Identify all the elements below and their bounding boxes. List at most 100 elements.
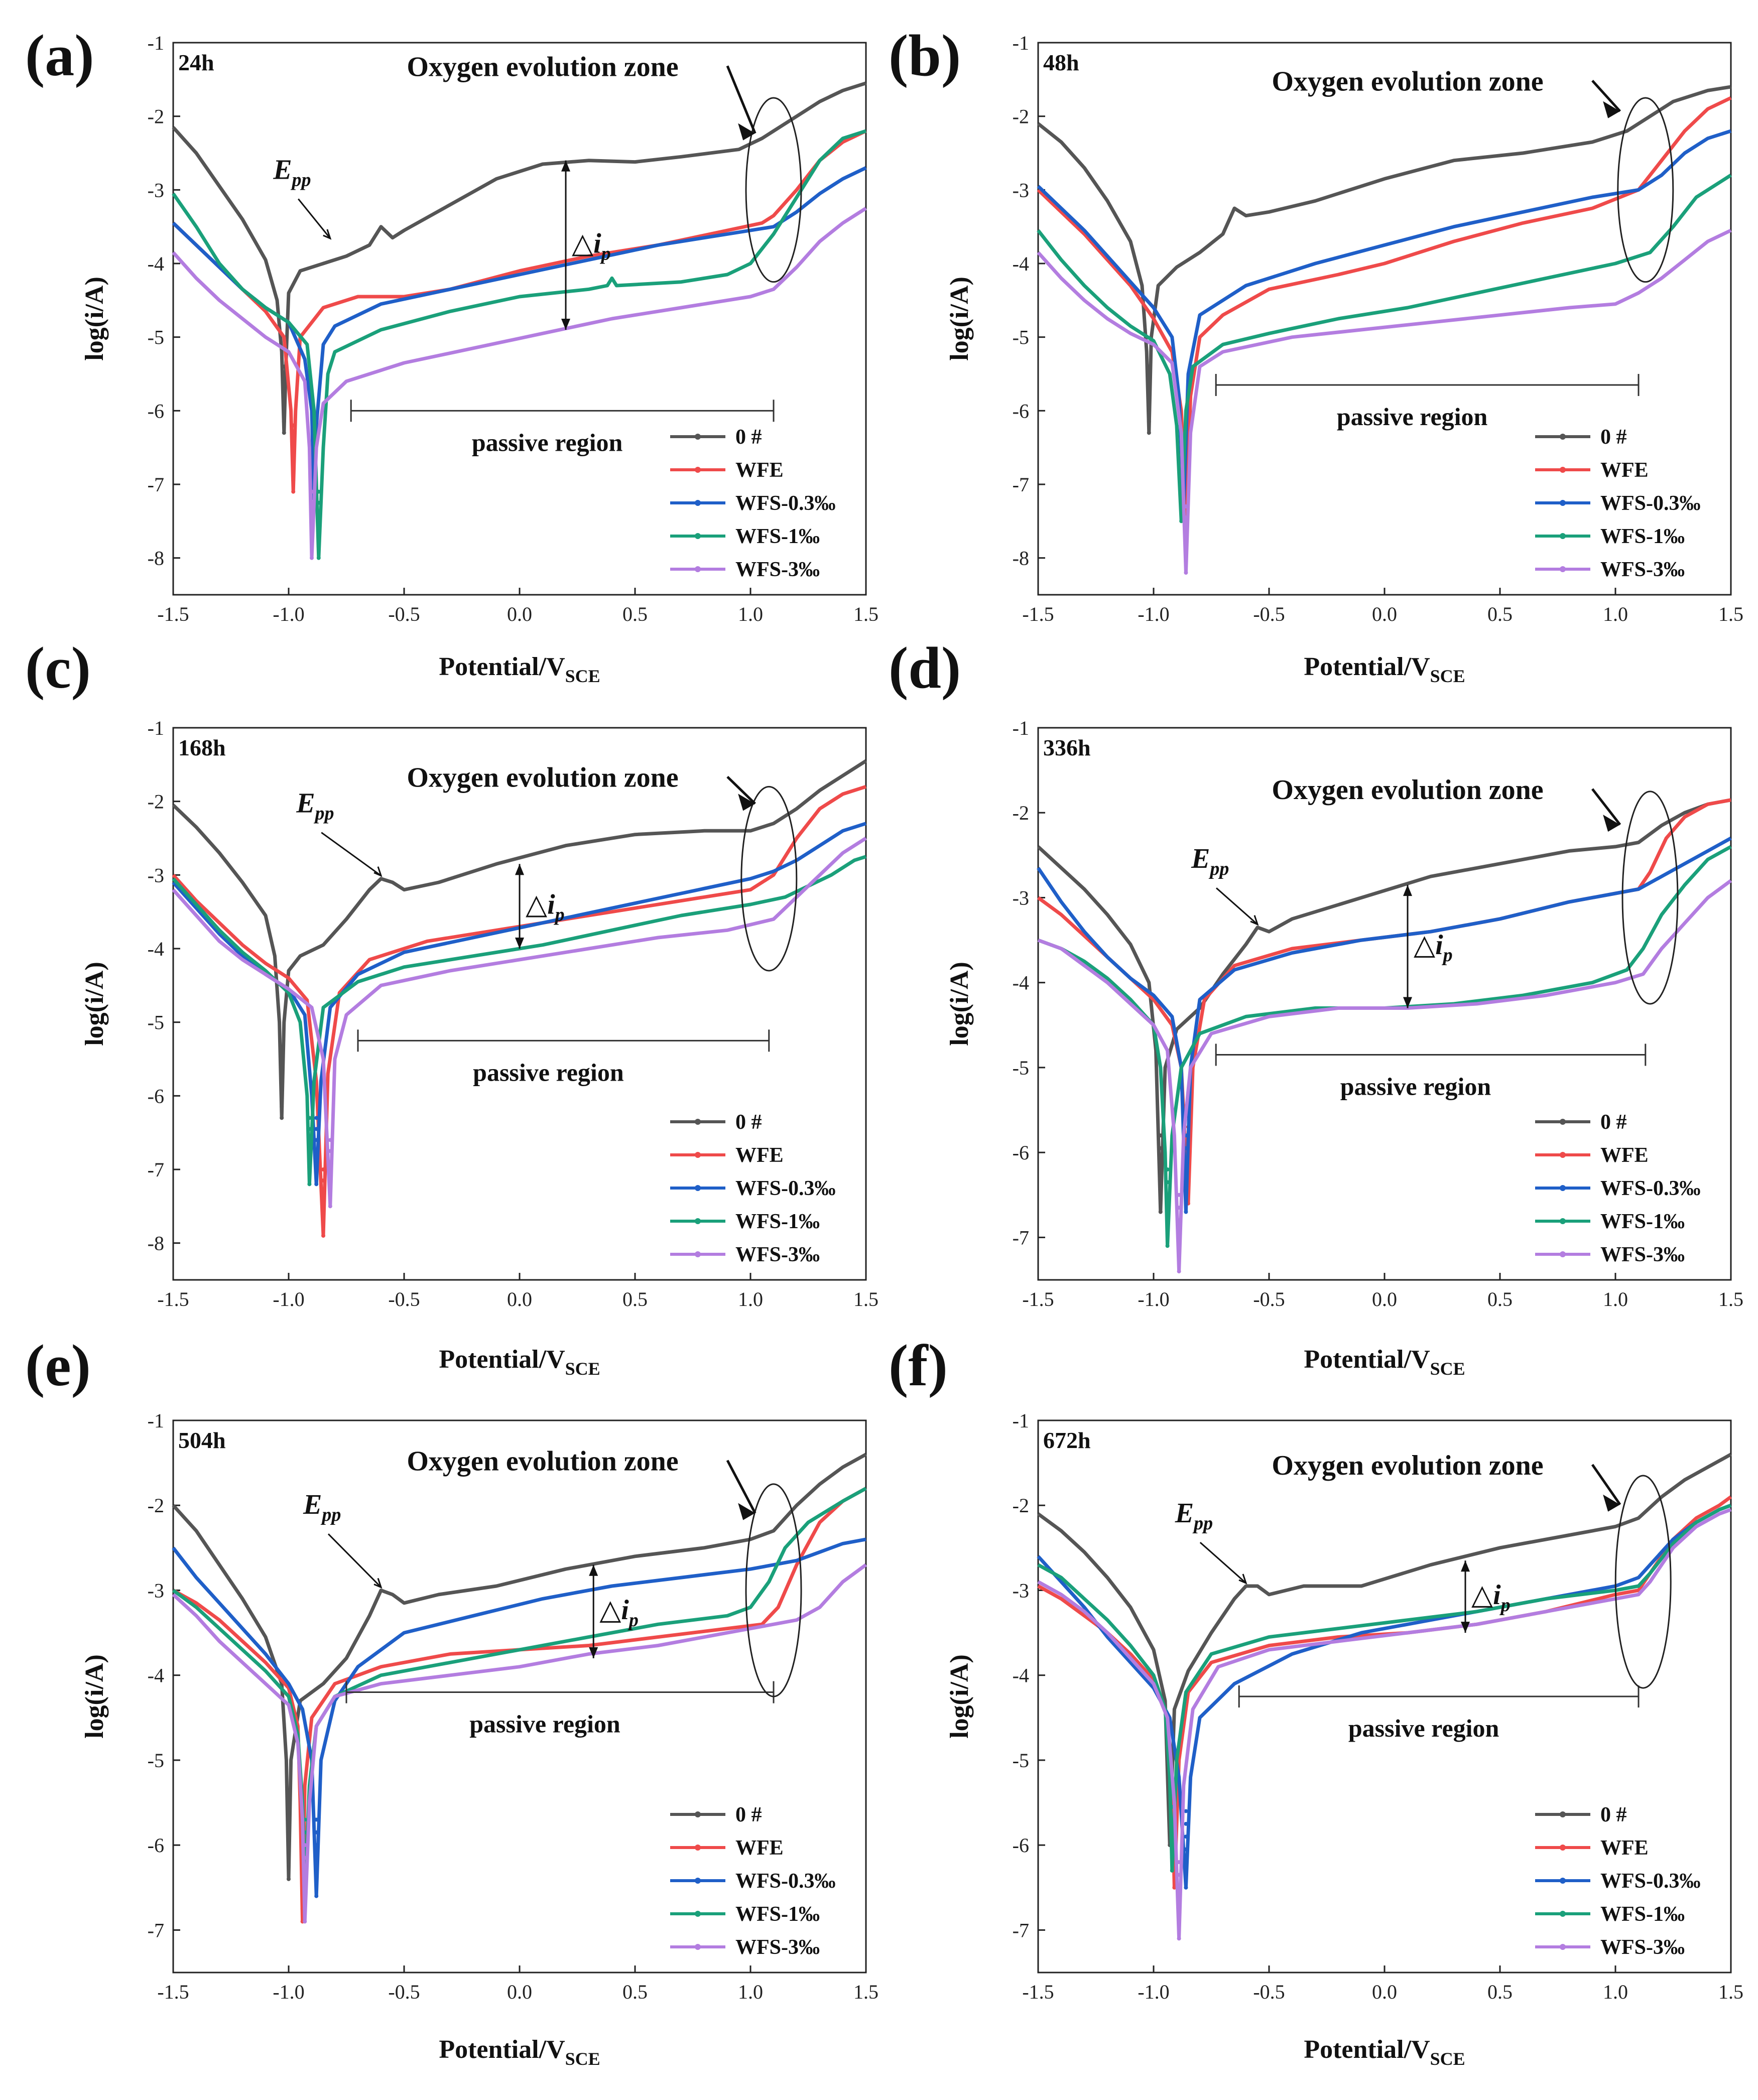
series-marker: [314, 1881, 319, 1886]
x-tick-label: 1.5: [1718, 1981, 1743, 2003]
x-tick-label: 1.0: [738, 603, 763, 625]
y-tick-label: -2: [148, 1494, 164, 1517]
series-marker: [316, 534, 321, 538]
y-tick-label: -8: [1013, 547, 1029, 570]
series-marker: [328, 1171, 332, 1175]
legend-swatch-marker: [695, 1911, 701, 1917]
series-line-WFS0.3: [1037, 129, 1732, 508]
series-marker: [321, 1178, 325, 1183]
legend-swatch-marker: [1560, 1944, 1566, 1950]
panel-c: (c) -1.5 -1.0 -0.5 0.0 0.5 1.0 1.5 -1 -2 -3 -4 -5 -6 -…: [25, 635, 878, 1379]
epp-annotation: Epp: [1191, 843, 1259, 926]
series-marker: [314, 1171, 319, 1175]
x-tick-label: 0.0: [507, 1981, 532, 2003]
time-label: 336h: [1043, 735, 1091, 760]
series-marker: [1184, 560, 1188, 564]
series-marker: [310, 556, 314, 560]
epp-annotation: Epp: [303, 1489, 383, 1589]
y-tick-label: -1: [1013, 1409, 1029, 1432]
series-line-WFE: [1037, 798, 1731, 1206]
legend-label: WFS-3‰: [1600, 558, 1685, 581]
x-tick-label: 0.5: [1487, 1981, 1513, 2003]
y-tick-label: -6: [1013, 400, 1029, 422]
passive-region-annotation: passive region: [357, 1029, 770, 1086]
series-marker: [1184, 1171, 1188, 1176]
x-tick-label: -1.5: [1022, 1288, 1054, 1310]
y-tick-label: -4: [148, 938, 164, 960]
series-marker: [1158, 1171, 1163, 1176]
legend-swatch-marker: [695, 1152, 701, 1158]
x-tick-label: 0.0: [507, 1288, 532, 1310]
y-tick-label: -7: [1013, 1919, 1029, 1941]
oxygen-evolution-annotation: Oxygen evolution zone: [407, 51, 802, 283]
series-marker: [303, 1907, 307, 1911]
series-line-0: [172, 1453, 867, 1881]
y-tick-label: -8: [148, 1232, 164, 1255]
legend-swatch-marker: [695, 1944, 701, 1950]
x-tick-label: 1.5: [853, 1981, 878, 2003]
series-marker: [1184, 538, 1188, 542]
series-marker: [321, 1223, 325, 1227]
series-marker: [1184, 515, 1188, 519]
legend-swatch-marker: [695, 566, 701, 572]
series-marker: [291, 445, 296, 450]
series-marker: [291, 467, 296, 472]
delta-ip-annotation: △ip: [561, 160, 611, 330]
series-marker: [1184, 1885, 1188, 1890]
passive-region-label: passive region: [1337, 403, 1488, 431]
panel-letter: (e): [25, 1333, 91, 1398]
y-tick-label: -3: [1013, 1579, 1029, 1602]
y-tick-label: -1: [1013, 32, 1029, 54]
series-marker: [1184, 1184, 1188, 1189]
series-marker: [321, 1167, 325, 1171]
series-marker: [1177, 1911, 1181, 1915]
time-label: 48h: [1043, 50, 1079, 75]
time-label: 504h: [178, 1427, 226, 1453]
series-marker: [1147, 398, 1151, 402]
series-marker: [1147, 375, 1151, 380]
series-marker: [282, 386, 286, 391]
series-marker: [1170, 1830, 1174, 1834]
series-marker: [307, 1160, 312, 1164]
series-marker: [1184, 527, 1188, 531]
series-marker: [307, 1138, 312, 1142]
epp-label: Epp: [1175, 1498, 1213, 1534]
series-marker: [1184, 504, 1188, 508]
series-marker: [310, 500, 314, 505]
y-tick-label: -4: [1013, 252, 1029, 275]
series-marker: [1165, 1167, 1170, 1171]
series-marker: [310, 489, 314, 494]
panel-letter: (c): [25, 635, 91, 701]
y-axis-title: log(i/A): [80, 277, 109, 361]
y-tick-label: -2: [148, 105, 164, 128]
epp-annotation: Epp: [1175, 1498, 1247, 1585]
series-marker: [307, 1149, 312, 1153]
oxygen-evolution-label: Oxygen evolution zone: [407, 51, 678, 82]
series-line-WFS1: [1037, 845, 1732, 1248]
series-marker: [303, 1868, 307, 1873]
legend-label: 0 #: [1600, 426, 1627, 449]
series-line-0: [1037, 1453, 1732, 1847]
series-marker: [1165, 1244, 1170, 1248]
series-group: [172, 759, 867, 1238]
series-group: [1037, 85, 1732, 575]
series-marker: [280, 1049, 284, 1054]
y-tick-label: -6: [1013, 1141, 1029, 1164]
legend: 0 # WFE WFS-0.3‰ WFS-1‰ WFS-3‰: [1535, 1803, 1701, 1959]
series-marker: [291, 489, 296, 494]
series-line-WFS1: [1037, 174, 1732, 523]
series-line-WFS0.3: [1037, 1503, 1732, 1890]
series-marker: [310, 511, 314, 516]
legend-swatch-marker: [695, 500, 701, 506]
time-label: 168h: [178, 735, 226, 760]
x-tick-label: 1.5: [853, 603, 878, 625]
series-marker: [310, 534, 314, 538]
series-marker: [1165, 1218, 1170, 1223]
legend: 0 # WFE WFS-0.3‰ WFS-1‰ WFS-3‰: [670, 1111, 836, 1266]
x-tick-label: 1.5: [1718, 1288, 1743, 1310]
legend-label: WFS-3‰: [735, 1936, 820, 1959]
series-marker: [282, 431, 286, 435]
series-marker: [316, 511, 321, 516]
y-tick-label: -3: [148, 1579, 164, 1602]
y-tick-label: -1: [148, 1409, 164, 1432]
